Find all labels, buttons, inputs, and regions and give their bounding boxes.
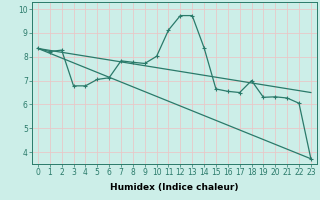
X-axis label: Humidex (Indice chaleur): Humidex (Indice chaleur) — [110, 183, 239, 192]
